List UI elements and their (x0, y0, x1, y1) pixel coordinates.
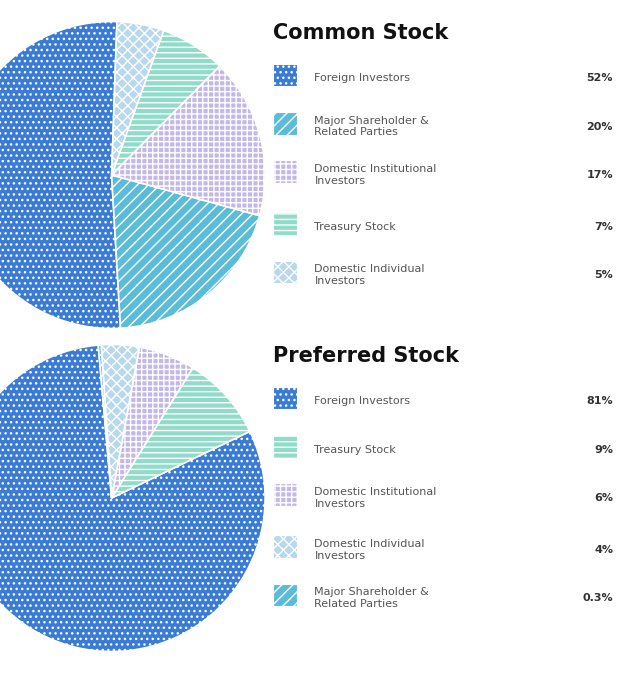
FancyBboxPatch shape (273, 112, 297, 135)
FancyBboxPatch shape (273, 63, 297, 86)
Text: 5%: 5% (595, 270, 613, 280)
Text: Common Stock: Common Stock (273, 23, 448, 43)
Text: 0.3%: 0.3% (582, 593, 613, 603)
Wedge shape (112, 175, 260, 328)
Text: Treasury Stock: Treasury Stock (314, 221, 396, 232)
Text: Major Shareholder &
Related Parties: Major Shareholder & Related Parties (314, 116, 429, 137)
Text: Foreign Investors: Foreign Investors (314, 396, 410, 406)
Text: 20%: 20% (587, 122, 613, 131)
Wedge shape (112, 30, 219, 175)
Text: Domestic Institutional
Investors: Domestic Institutional Investors (314, 164, 437, 186)
Text: 52%: 52% (587, 73, 613, 83)
FancyBboxPatch shape (273, 483, 297, 506)
FancyBboxPatch shape (273, 386, 297, 409)
Wedge shape (101, 345, 140, 498)
FancyBboxPatch shape (273, 160, 297, 183)
Wedge shape (0, 22, 120, 328)
Text: Domestic Institutional
Investors: Domestic Institutional Investors (314, 487, 437, 509)
Text: Preferred Stock: Preferred Stock (273, 346, 459, 366)
Text: Foreign Investors: Foreign Investors (314, 73, 410, 83)
FancyBboxPatch shape (273, 212, 297, 235)
Text: Domestic Individual
Investors: Domestic Individual Investors (314, 264, 425, 286)
Text: 7%: 7% (594, 221, 613, 232)
Text: 17%: 17% (587, 170, 613, 180)
Text: 6%: 6% (594, 493, 613, 503)
Wedge shape (112, 22, 164, 175)
Text: Major Shareholder &
Related Parties: Major Shareholder & Related Parties (314, 588, 429, 609)
Wedge shape (112, 66, 265, 215)
FancyBboxPatch shape (273, 435, 297, 458)
Text: Domestic Individual
Investors: Domestic Individual Investors (314, 539, 425, 561)
FancyBboxPatch shape (273, 535, 297, 558)
Wedge shape (98, 345, 112, 498)
Text: 9%: 9% (594, 445, 613, 454)
Wedge shape (0, 345, 265, 651)
Wedge shape (112, 347, 193, 498)
Text: 4%: 4% (594, 544, 613, 555)
FancyBboxPatch shape (273, 583, 297, 606)
Wedge shape (112, 367, 250, 498)
Text: Treasury Stock: Treasury Stock (314, 445, 396, 454)
Text: 81%: 81% (587, 396, 613, 406)
FancyBboxPatch shape (273, 260, 297, 283)
